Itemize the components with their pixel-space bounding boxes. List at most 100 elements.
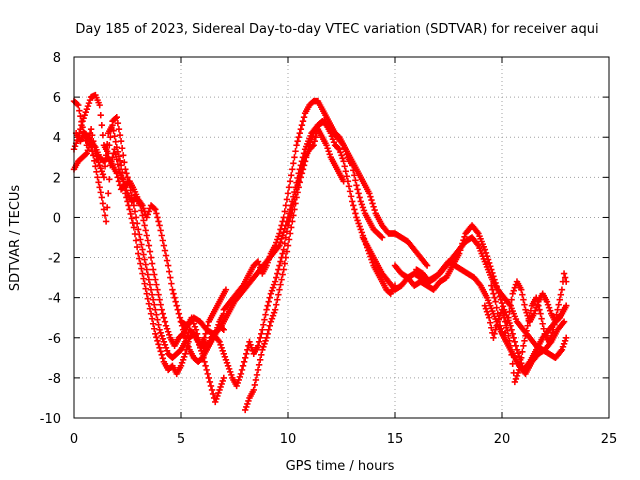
data-point [504,319,511,326]
data-point [492,326,499,333]
data-point [136,255,143,262]
data-point [280,266,287,273]
data-point [124,174,131,181]
data-point [352,177,359,184]
data-point [508,351,515,359]
data-point [147,310,155,317]
data-point [509,330,516,337]
data-point [282,202,290,209]
data-point [518,354,525,362]
data-point [148,260,156,267]
data-point [353,182,360,189]
data-point [259,326,266,333]
data-point [243,350,250,358]
data-point [292,184,299,191]
data-point [131,208,139,215]
data-point [286,230,294,237]
data-point [121,181,128,188]
data-point [113,113,120,121]
data-point [71,143,79,150]
data-point [117,162,125,169]
data-point [294,174,301,182]
data-point [524,312,531,319]
data-point [561,274,569,281]
data-point [82,108,89,116]
data-point [261,340,268,347]
data-point [255,261,263,268]
data-point [140,217,147,224]
data-point [273,274,280,281]
data-point [285,210,293,217]
data-point [213,395,220,403]
y-tick-label: -8 [48,372,61,387]
data-point [491,276,498,283]
data-point [488,282,495,289]
data-point [267,290,275,297]
data-point [87,144,95,151]
data-point [115,166,123,173]
data-point [358,201,366,208]
data-point [283,218,291,225]
data-point [354,186,361,193]
data-point [142,285,149,292]
data-point [330,139,338,146]
y-tick-label: 6 [53,91,61,106]
data-point [148,291,156,298]
data-point [358,229,366,236]
data-point [154,316,161,323]
data-point [368,196,375,204]
data-point [84,102,92,110]
data-point [107,162,114,169]
data-point [354,217,361,224]
data-point [91,157,98,164]
data-point [140,275,147,282]
data-point [175,310,183,317]
data-point [126,206,133,213]
data-point [184,340,191,347]
data-point [183,337,190,344]
data-point [510,334,517,341]
data-point [156,326,163,333]
data-point [83,150,91,157]
data-point [98,121,106,129]
data-point [243,403,250,411]
data-point [144,295,152,302]
x-tick-label: 20 [494,432,511,447]
data-point [77,112,84,120]
data-point [265,298,272,305]
data-point [561,337,569,344]
data-point [423,262,431,269]
data-point [177,362,185,370]
data-point [484,311,492,318]
data-point [153,334,160,341]
data-point [490,273,497,280]
data-point [114,161,122,168]
data-point [496,293,504,300]
x-tick-label: 0 [70,432,78,447]
data-point [214,392,221,400]
data-point [137,202,144,209]
data-point [268,315,276,322]
data-point [279,232,286,239]
y-tick-label: 4 [53,131,61,146]
data-point [533,304,540,311]
data-point [260,321,267,328]
data-point [503,324,510,331]
data-point [90,152,97,159]
data-point [282,254,290,261]
data-point [112,138,119,145]
data-point [158,232,165,239]
data-point [282,234,290,241]
data-point [502,329,509,336]
data-point [281,225,288,233]
data-point [291,154,298,161]
data-point [139,270,146,277]
data-point [461,233,468,241]
data-point [275,233,282,240]
data-point [97,165,104,172]
data-point [108,126,115,133]
data-point [155,218,162,225]
data-point [271,278,279,285]
data-point [88,148,96,155]
data-point [166,331,173,338]
